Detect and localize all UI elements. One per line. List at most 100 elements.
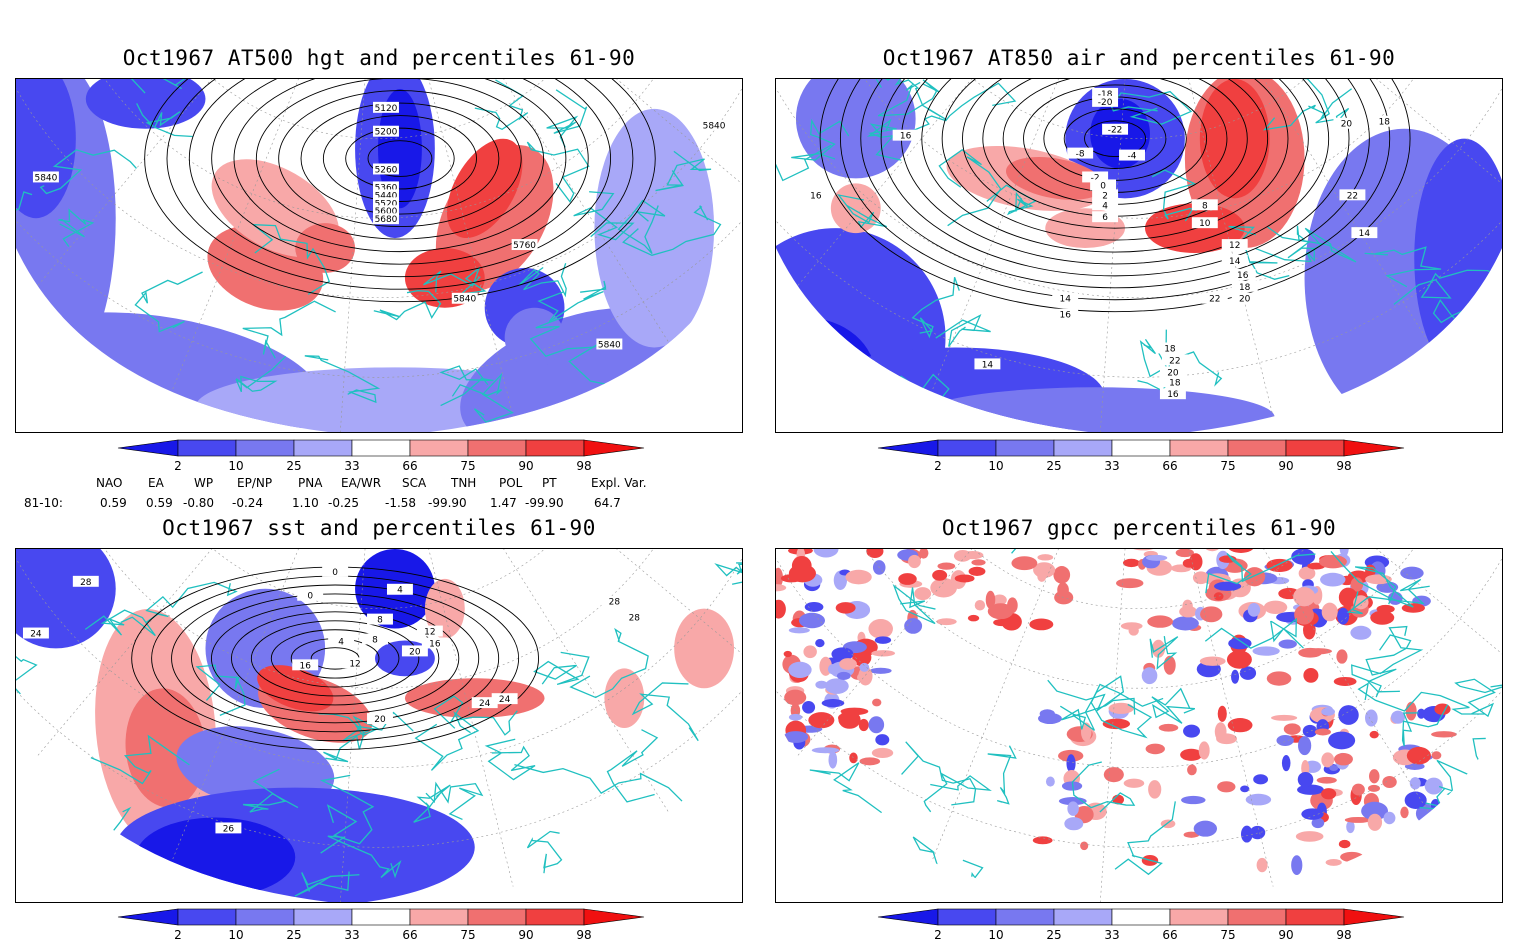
percentile-shading [1329, 764, 1339, 771]
contour-line [921, 79, 1309, 253]
coastline [318, 713, 365, 763]
coastline [414, 711, 480, 771]
colorbar-tick-label: 90 [1278, 459, 1293, 472]
percentile-shading [1226, 650, 1252, 669]
contour-label: 16 [1059, 311, 1071, 321]
percentile-shading [1175, 549, 1194, 558]
percentile-shading [1123, 778, 1145, 788]
percentile-shading [1181, 795, 1206, 805]
contour-label: 20 [1341, 120, 1353, 130]
contour-label-box [1333, 117, 1360, 129]
contour-label: 16 [429, 639, 441, 649]
contour-label-box [373, 181, 399, 193]
percentile-shading [1302, 724, 1318, 738]
panel-title-air850: Oct1967 AT850 air and percentiles 61-90 [882, 46, 1396, 70]
coastline [1149, 636, 1179, 670]
contour-line [345, 127, 455, 190]
percentile-shading [803, 645, 817, 659]
contour-line [1084, 120, 1147, 158]
percentile-shading [1320, 572, 1346, 587]
contour-label-box [373, 101, 399, 113]
percentile-shading [776, 567, 783, 588]
percentile-shading [1054, 590, 1074, 605]
contour-label: 12 [1229, 241, 1240, 251]
contour-line [270, 629, 400, 688]
contour-label: -2 [1091, 173, 1100, 183]
contour-label: 24 [479, 699, 491, 709]
percentile-shading [594, 108, 715, 348]
percentile-shading [1198, 741, 1210, 760]
coastline [892, 583, 936, 625]
percentile-shading [821, 699, 845, 708]
percentile-shading [1278, 639, 1297, 649]
percentile-shading [1383, 811, 1396, 825]
percentile-shading [1321, 602, 1338, 622]
colorbar-segment [409, 908, 469, 926]
coastline [373, 290, 442, 321]
coastline [537, 280, 607, 323]
contour-label: 20 [1239, 295, 1251, 305]
colorbar-segment [1169, 908, 1229, 926]
colorbar-segment [525, 908, 585, 926]
colorbar-tick-label: 10 [228, 928, 243, 940]
colorbar-segment [351, 439, 411, 457]
percentile-shading [1271, 714, 1298, 721]
graticule-meridian [378, 79, 525, 432]
coastline [1365, 634, 1412, 693]
coastline [128, 79, 231, 94]
percentile-shading [1037, 554, 1054, 561]
percentile-shading [1108, 702, 1134, 714]
contour-label-box [1191, 217, 1218, 229]
contour-line [860, 79, 1370, 289]
percentile-shading [811, 747, 840, 754]
percentile-shading [1011, 556, 1038, 571]
percentile-shading [424, 578, 465, 639]
coastline [809, 762, 882, 814]
percentile-shading [937, 562, 956, 570]
percentile-shading [1128, 625, 1139, 636]
percentile-shading [871, 650, 896, 657]
percentile-shading [784, 689, 807, 706]
coastline [901, 741, 977, 806]
index-header-epnp: EP/NP [237, 476, 273, 490]
percentile-shading [295, 223, 356, 273]
contour-label: 22 [1209, 295, 1220, 305]
contour-label: 5440 [375, 191, 398, 201]
coastline [319, 774, 375, 845]
colorbar-segment [1111, 439, 1171, 457]
percentile-shading [915, 387, 1275, 432]
percentile-shading [1122, 558, 1140, 568]
percentile-shading [1338, 587, 1358, 608]
coastline [16, 642, 38, 695]
colorbar-segment [293, 908, 353, 926]
percentile-shading [1180, 748, 1203, 761]
coastline [526, 830, 563, 874]
percentile-shading [788, 564, 816, 583]
percentile-shading [936, 618, 957, 626]
contour-label: 14 [1359, 229, 1371, 239]
coastline [1047, 675, 1125, 731]
colorbar-tick-label: 2 [934, 928, 942, 940]
percentile-shading [1217, 781, 1236, 793]
contour-label-box [1092, 87, 1119, 99]
contour-line [367, 140, 433, 177]
percentile-shading [1298, 566, 1316, 581]
percentile-shading [1316, 776, 1337, 784]
contour-label-box [601, 595, 628, 607]
percentile-shading [987, 603, 1014, 620]
contour-label: -4 [1128, 152, 1137, 162]
coastline [1401, 704, 1449, 747]
percentile-shading [1328, 731, 1356, 750]
percentile-shading [1334, 752, 1353, 766]
percentile-shading [1406, 746, 1431, 765]
coastline [136, 103, 193, 138]
contour-label-box [373, 125, 399, 137]
percentile-shading [1199, 656, 1226, 666]
colorbar-tick-label: 90 [518, 459, 533, 472]
contour-label: 5360 [375, 183, 398, 193]
contour-label: 18 [1379, 118, 1391, 128]
coastline [1393, 269, 1502, 305]
contour-label-box [421, 637, 448, 649]
coastline [877, 79, 940, 117]
coastline [1114, 801, 1176, 876]
